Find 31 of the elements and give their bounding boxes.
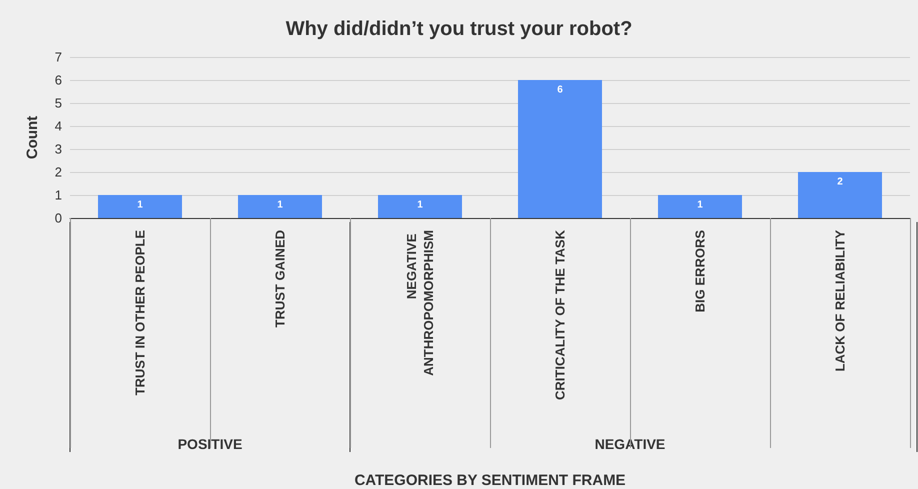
x-tick-label: BIG ERRORS (692, 230, 708, 312)
x-axis-title: CATEGORIES BY SENTIMENT FRAME (354, 472, 626, 489)
x-tick-label: NEGATIVE ANTHROPOMORPHISM (404, 230, 436, 376)
y-tick-label: 6 (54, 72, 62, 88)
bar (378, 195, 462, 218)
x-tick-label: TRUST IN OTHER PEOPLE (132, 230, 148, 396)
y-axis-title: Count (24, 116, 41, 160)
y-tick-label: 1 (54, 188, 62, 202)
data-label: 2 (837, 176, 844, 188)
bar (98, 195, 182, 218)
bar (798, 172, 882, 218)
x-tick-label: LACK OF RELIABILITY (832, 230, 848, 372)
y-tick-label: 3 (54, 142, 62, 156)
bar (518, 80, 602, 218)
x-tick-label: TRUST GAINED (272, 230, 288, 328)
data-label: 1 (697, 200, 704, 210)
text: POSITIVE (178, 436, 242, 452)
y-tick-label: 5 (54, 96, 62, 110)
text: NEGATIVE (594, 436, 666, 452)
y-tick-label: 2 (54, 164, 62, 180)
y-tick-label: 4 (54, 118, 62, 134)
data-label: 1 (417, 200, 424, 210)
y-tick-label: 0 (54, 210, 62, 226)
y-tick-label: 7 (54, 50, 62, 64)
bar (658, 195, 742, 218)
data-label: 1 (137, 200, 144, 210)
data-label: 1 (277, 200, 284, 210)
x-tick-label: CRITICALITY OF THE TASK (552, 229, 568, 400)
data-label: 6 (557, 84, 564, 96)
bar (238, 195, 322, 218)
chart-title: Why did/didn’t you trust your robot? (286, 18, 632, 40)
